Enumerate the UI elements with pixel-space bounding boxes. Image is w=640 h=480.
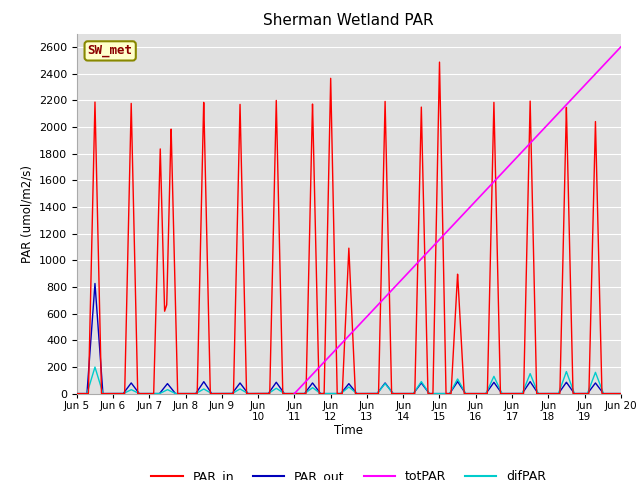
X-axis label: Time: Time	[334, 423, 364, 436]
Title: Sherman Wetland PAR: Sherman Wetland PAR	[264, 13, 434, 28]
Y-axis label: PAR (umol/m2/s): PAR (umol/m2/s)	[20, 165, 33, 263]
Legend: PAR_in, PAR_out, totPAR, difPAR: PAR_in, PAR_out, totPAR, difPAR	[147, 465, 551, 480]
Text: SW_met: SW_met	[88, 44, 132, 58]
